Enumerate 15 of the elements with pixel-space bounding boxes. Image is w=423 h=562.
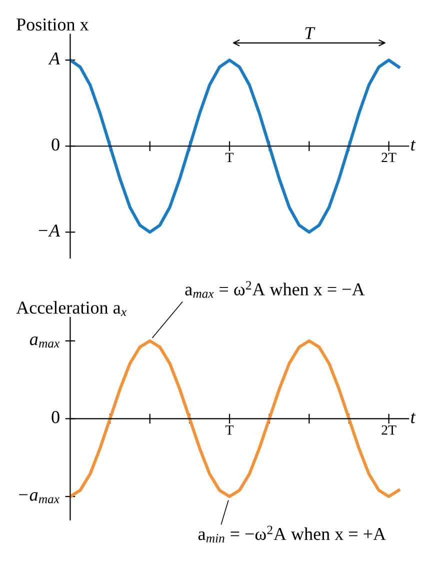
text: a$_{max}$ = ω$^{2}$A when x = −A [185,281,365,298]
y-axis-title: Acceleration a$_{x}$ [16,301,126,316]
text: 0 [52,138,60,151]
text: 0 [52,411,60,424]
text: −a$_{max}$ [19,492,60,504]
y-axis-title: Position x [16,18,89,31]
text: a$_{max}$ [30,336,60,348]
text: T [305,27,316,40]
x-tick-label: 2T [382,152,396,162]
text: A [48,52,60,64]
text: a$_{min}$ = −ω$^{2}$A when x = +A [198,526,386,542]
x-tick-label: 2T [382,425,396,435]
x-axis-title: t [411,412,416,424]
text: −A [38,224,60,236]
x-axis-title: t [411,140,416,151]
